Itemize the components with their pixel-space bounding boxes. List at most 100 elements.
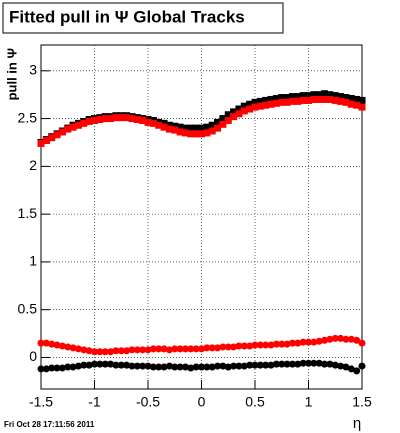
marker bbox=[294, 93, 302, 101]
marker bbox=[347, 95, 355, 103]
x-tick-label: 0 bbox=[198, 394, 206, 410]
marker bbox=[358, 103, 366, 111]
marker bbox=[294, 360, 302, 368]
marker bbox=[267, 100, 275, 108]
marker bbox=[358, 96, 366, 104]
marker bbox=[283, 340, 291, 348]
marker bbox=[331, 334, 339, 342]
marker bbox=[155, 121, 163, 129]
marker bbox=[91, 116, 98, 124]
marker bbox=[80, 361, 88, 369]
marker bbox=[305, 359, 312, 367]
marker bbox=[74, 345, 82, 353]
marker bbox=[278, 360, 286, 368]
marker bbox=[262, 361, 270, 369]
marker bbox=[96, 116, 104, 124]
marker bbox=[256, 97, 264, 105]
y-tick-label: 0 bbox=[29, 348, 37, 364]
marker bbox=[58, 342, 66, 350]
marker bbox=[224, 363, 232, 371]
marker bbox=[117, 347, 125, 355]
marker bbox=[112, 114, 120, 122]
marker bbox=[176, 345, 184, 353]
marker bbox=[272, 360, 280, 368]
marker bbox=[208, 363, 216, 371]
marker bbox=[267, 95, 275, 103]
marker bbox=[214, 344, 222, 352]
marker bbox=[326, 360, 334, 368]
marker bbox=[283, 94, 291, 102]
x-tick-label: 1 bbox=[305, 394, 313, 410]
marker bbox=[37, 339, 45, 347]
y-axis-label: pull in Ψ bbox=[4, 48, 19, 100]
marker bbox=[305, 92, 312, 100]
marker bbox=[262, 101, 270, 109]
marker bbox=[58, 128, 66, 136]
marker bbox=[278, 94, 286, 102]
marker bbox=[342, 98, 350, 106]
marker bbox=[176, 123, 184, 131]
marker bbox=[74, 362, 82, 370]
marker bbox=[256, 102, 264, 110]
marker bbox=[246, 100, 254, 108]
marker bbox=[230, 343, 238, 351]
marker bbox=[321, 360, 329, 368]
marker bbox=[283, 360, 291, 368]
marker bbox=[358, 362, 366, 370]
marker bbox=[224, 116, 232, 124]
marker bbox=[219, 362, 227, 370]
marker bbox=[53, 341, 61, 349]
marker bbox=[208, 344, 216, 352]
title-box bbox=[2, 2, 284, 34]
marker bbox=[235, 362, 243, 370]
marker bbox=[267, 361, 275, 369]
marker bbox=[278, 98, 286, 106]
marker bbox=[176, 128, 184, 136]
marker bbox=[321, 90, 329, 98]
marker bbox=[251, 341, 259, 349]
marker bbox=[331, 92, 339, 100]
marker bbox=[181, 345, 189, 353]
y-tick-label: 0.5 bbox=[18, 300, 38, 316]
marker bbox=[48, 134, 56, 142]
marker bbox=[288, 360, 296, 368]
marker bbox=[262, 96, 270, 104]
marker bbox=[310, 338, 318, 346]
marker bbox=[112, 361, 120, 369]
marker bbox=[37, 365, 45, 373]
marker bbox=[272, 99, 280, 107]
marker bbox=[278, 340, 286, 348]
y-tick-label: 2.5 bbox=[18, 109, 38, 125]
marker bbox=[117, 361, 125, 369]
y-tick-label: 1 bbox=[29, 253, 37, 269]
marker bbox=[240, 342, 248, 350]
marker bbox=[353, 336, 361, 344]
x-axis-label: η bbox=[353, 415, 361, 432]
marker bbox=[342, 335, 350, 343]
marker bbox=[101, 348, 109, 356]
plot-border bbox=[40, 44, 363, 390]
marker bbox=[42, 365, 50, 373]
marker bbox=[310, 95, 318, 103]
marker bbox=[326, 335, 334, 343]
marker bbox=[251, 361, 259, 369]
marker bbox=[214, 118, 222, 126]
marker bbox=[198, 124, 205, 132]
marker bbox=[58, 364, 66, 372]
marker bbox=[326, 91, 334, 99]
marker bbox=[219, 343, 227, 351]
marker bbox=[299, 359, 307, 367]
marker bbox=[305, 96, 312, 104]
marker bbox=[139, 362, 147, 370]
marker bbox=[187, 124, 195, 132]
marker bbox=[251, 98, 259, 106]
marker bbox=[171, 363, 179, 371]
marker bbox=[214, 362, 222, 370]
x-tick-label: -0.5 bbox=[136, 394, 160, 410]
marker bbox=[235, 110, 243, 118]
x-tick-label: 0.5 bbox=[245, 394, 265, 410]
marker bbox=[347, 365, 355, 373]
marker bbox=[246, 361, 254, 369]
marker bbox=[267, 341, 275, 349]
